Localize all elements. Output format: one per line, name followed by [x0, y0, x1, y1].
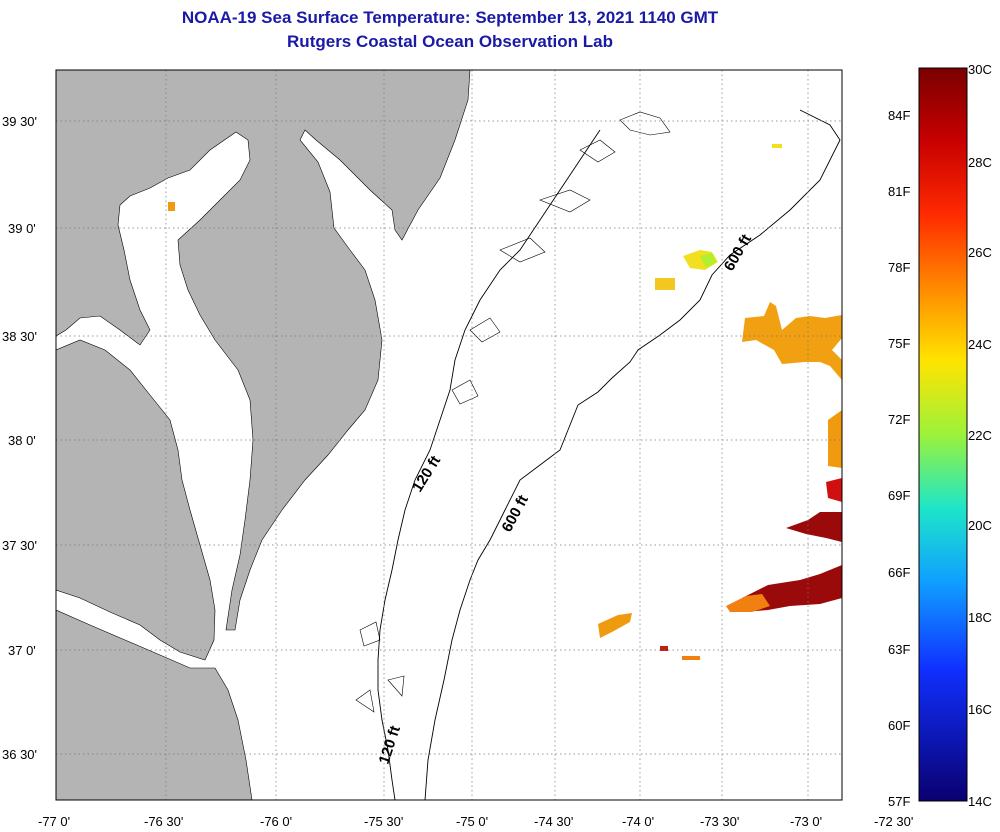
lon-label: -72 30'	[874, 814, 913, 829]
sst-patches	[168, 144, 842, 660]
lon-label: -77 0'	[38, 814, 70, 829]
contour-label-120-north: 120 ft	[409, 453, 444, 495]
colorbar	[918, 67, 968, 802]
fahrenheit-label: 78F	[888, 260, 910, 275]
land-southern	[56, 609, 253, 800]
longitude-labels: -77 0' -76 30' -76 0' -75 30' -75 0' -74…	[38, 814, 913, 829]
celsius-label: 26C	[968, 245, 992, 260]
contour-label-120-south: 120 ft	[376, 724, 404, 767]
lon-label: -74 0'	[622, 814, 654, 829]
fahrenheit-label: 84F	[888, 108, 910, 123]
contour-label-600-north: 600 ft	[721, 232, 755, 274]
contour-120ft	[377, 129, 601, 800]
latitude-labels: 39 30' 39 0' 38 30' 38 0' 37 30' 37 0' 3…	[2, 114, 37, 762]
fahrenheit-label: 81F	[888, 184, 910, 199]
lon-label: -75 30'	[364, 814, 403, 829]
lat-label: 37 30'	[2, 538, 37, 553]
land-delmarva	[56, 70, 471, 631]
fahrenheit-label: 60F	[888, 718, 910, 733]
celsius-label: 18C	[968, 610, 992, 625]
fahrenheit-label: 57F	[888, 794, 910, 809]
lon-label: -76 0'	[260, 814, 292, 829]
map-subtitle: Rutgers Coastal Ocean Observation Lab	[287, 32, 613, 51]
celsius-label: 28C	[968, 155, 992, 170]
lon-label: -76 30'	[144, 814, 183, 829]
fahrenheit-label: 63F	[888, 642, 910, 657]
fahrenheit-label: 72F	[888, 412, 910, 427]
lon-label: -74 30'	[534, 814, 573, 829]
colorbar-fahrenheit-labels: 84F 81F 78F 75F 72F 69F 66F 63F 60F 57F	[888, 108, 910, 809]
colorbar-celsius-labels: 30C 28C 26C 24C 22C 20C 18C 16C 14C	[968, 62, 992, 809]
lon-label: -73 30'	[700, 814, 739, 829]
lat-label: 39 0'	[8, 221, 36, 236]
celsius-label: 20C	[968, 518, 992, 533]
lat-label: 38 0'	[8, 433, 36, 448]
map-frame	[55, 69, 843, 801]
lon-label: -75 0'	[456, 814, 488, 829]
lat-label: 37 0'	[8, 643, 36, 658]
fahrenheit-label: 66F	[888, 565, 910, 580]
lat-label: 38 30'	[2, 329, 37, 344]
celsius-label: 16C	[968, 702, 992, 717]
fahrenheit-label: 69F	[888, 488, 910, 503]
map-title: NOAA-19 Sea Surface Temperature: Septemb…	[181, 8, 719, 27]
celsius-label: 24C	[968, 337, 992, 352]
lat-label: 36 30'	[2, 747, 37, 762]
land-western-shore	[56, 339, 216, 661]
contour-600ft	[424, 109, 841, 800]
graticule	[56, 70, 842, 800]
fahrenheit-label: 75F	[888, 336, 910, 351]
lon-label: -73 0'	[790, 814, 822, 829]
celsius-label: 22C	[968, 428, 992, 443]
celsius-label: 14C	[968, 794, 992, 809]
celsius-label: 30C	[968, 62, 992, 77]
lat-label: 39 30'	[2, 114, 37, 129]
